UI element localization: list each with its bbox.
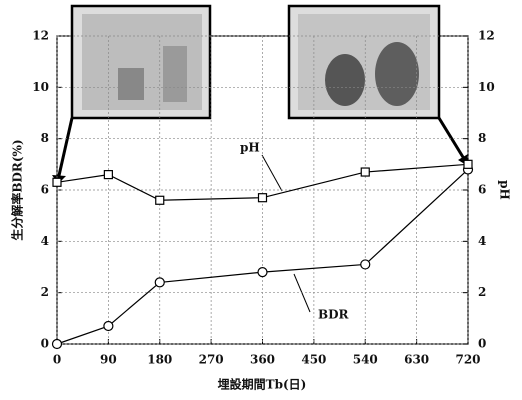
- y2-tick-label: 8: [478, 131, 486, 145]
- x-tick-label: 90: [100, 353, 117, 367]
- y-tick-label: 6: [41, 183, 49, 197]
- y-tick-label: 0: [41, 337, 49, 351]
- x-tick-label: 270: [199, 353, 224, 367]
- photo-arrow: [439, 118, 466, 162]
- y2-tick-label: 2: [478, 285, 486, 299]
- y-tick-label: 8: [41, 131, 49, 145]
- point: [104, 322, 113, 331]
- y-tick-label: 10: [32, 80, 49, 94]
- y-tick-label: 4: [41, 234, 49, 248]
- photo-left: [72, 6, 210, 118]
- point: [53, 178, 61, 186]
- y2-tick-label: 4: [478, 234, 486, 248]
- x-tick-label: 630: [404, 353, 429, 367]
- y2-tick-label: 6: [478, 183, 486, 197]
- y-axis-label: 生分解率BDR(%): [10, 139, 25, 240]
- y2-tick-label: 10: [478, 80, 495, 94]
- point: [361, 260, 370, 269]
- point: [104, 171, 112, 179]
- point: [259, 194, 267, 202]
- y2-tick-label: 12: [478, 29, 495, 43]
- x-tick-label: 360: [250, 353, 275, 367]
- x-tick-label: 450: [301, 353, 326, 367]
- point: [53, 340, 62, 349]
- annotation: pH: [240, 141, 260, 155]
- y-tick-label: 2: [41, 285, 49, 299]
- y-tick-label: 12: [32, 29, 49, 43]
- chart: 埋設期間Tb(日) 生分解率BDR(%) pH pH BDR 0 2 4 6 8 10 12…: [0, 0, 522, 400]
- x-tick-label: 180: [147, 353, 172, 367]
- y2-axis-label: pH: [498, 180, 512, 200]
- point: [361, 168, 369, 176]
- annotation-arrow: [262, 155, 282, 191]
- x-tick-label: 720: [455, 353, 480, 367]
- y2-tick-label: 0: [478, 337, 486, 351]
- x-tick-label: 0: [53, 353, 61, 367]
- point: [464, 160, 472, 168]
- point: [258, 268, 267, 277]
- x-tick-label: 540: [353, 353, 378, 367]
- annotation: BDR: [318, 308, 350, 322]
- point: [155, 278, 164, 287]
- x-axis-label: 埋設期間Tb(日): [218, 377, 307, 392]
- photo-arrow: [58, 118, 72, 180]
- point: [156, 196, 164, 204]
